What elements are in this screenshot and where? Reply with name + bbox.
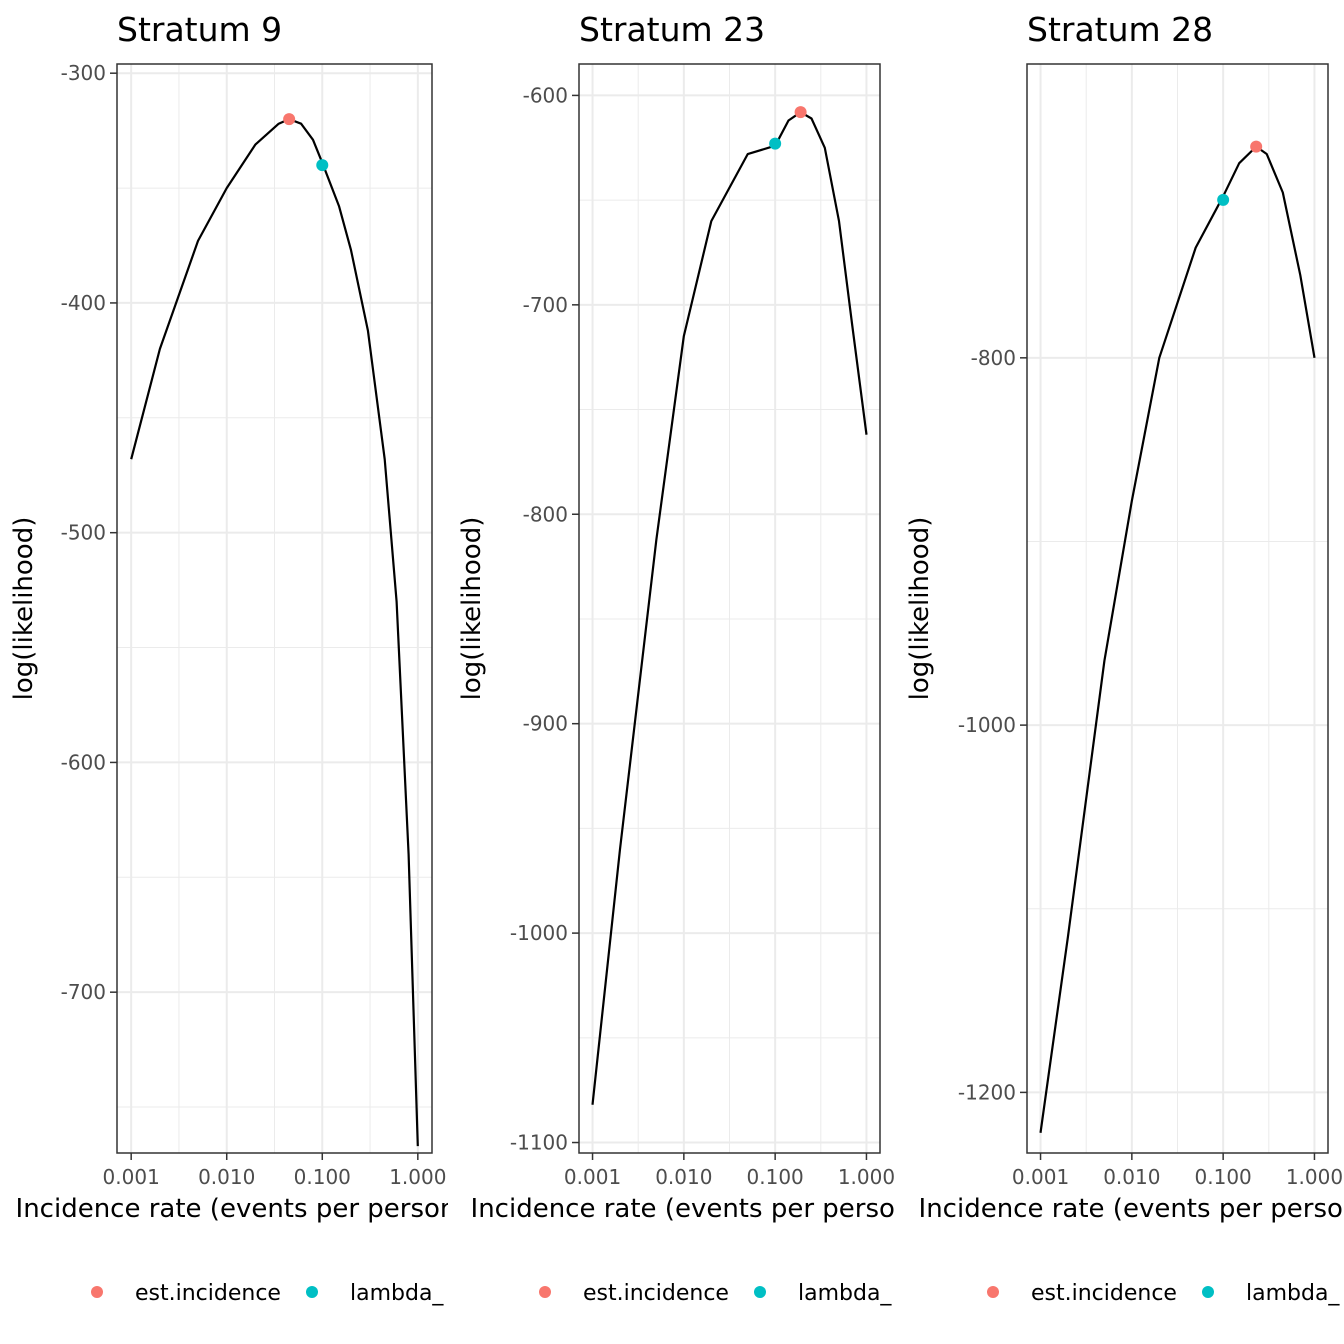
x-tick-label: 1.000: [389, 1165, 446, 1189]
plot-border: [578, 63, 881, 1154]
legend-label: est.incidence: [583, 1281, 729, 1306]
x-tick-label: 0.001: [564, 1165, 621, 1189]
point-est-incidence: [1250, 140, 1263, 153]
legend: est.incidence lambda_: [987, 1281, 1340, 1306]
panel-title: Stratum 9: [117, 10, 282, 49]
y-tick-label: -700: [523, 293, 568, 317]
y-tick-label: -900: [523, 712, 568, 736]
likelihood-curve: [130, 118, 419, 1147]
legend-label: est.incidence: [135, 1281, 281, 1306]
gridlines: [579, 64, 880, 1153]
legend-key-lambda: [306, 1286, 318, 1298]
x-tick-label: 0.010: [655, 1165, 712, 1189]
chart-svg: 0.001 0.010 0.100 1.000 -300 -400 -500 -600 -700…: [9, 10, 448, 1306]
chart-svg: 0.001 0.010 0.100 1.000 -600 -700 -800 -900 -100…: [457, 10, 896, 1306]
y-tick-label: -700: [61, 980, 106, 1004]
x-tick-label: 0.100: [294, 1165, 351, 1189]
y-tick-label: -400: [61, 291, 106, 315]
legend-label: lambda_: [1246, 1281, 1340, 1306]
x-tick-label: 0.010: [1103, 1165, 1160, 1189]
x-tick-label: 1.000: [838, 1165, 895, 1189]
point-est-incidence: [283, 113, 296, 126]
x-axis-label: Incidence rate (events per person-year): [919, 1194, 1344, 1224]
chart-panel-stratum-9: 0.001 0.010 0.100 1.000 -300 -400 -500 -600 -700…: [0, 0, 448, 1344]
gridlines: [1027, 64, 1328, 1153]
y-tick-label: -600: [61, 750, 106, 774]
x-tick-label: 0.010: [198, 1165, 255, 1189]
gridlines: [117, 64, 432, 1153]
plot-border: [116, 63, 433, 1154]
point-lambda: [316, 159, 329, 172]
y-tick-label: -800: [523, 502, 568, 526]
y-tick-label: -1200: [958, 1080, 1016, 1104]
panel-title: Stratum 28: [1027, 10, 1213, 49]
point-est-incidence: [794, 106, 807, 119]
x-axis-label: Incidence rate (events per person-year): [471, 1194, 896, 1224]
legend-key-est-incidence: [91, 1286, 103, 1298]
chart-svg: 0.001 0.010 0.100 1.000 -800 -1000 -1200 Stratu…: [905, 10, 1344, 1306]
x-tick-label: 0.001: [1012, 1165, 1069, 1189]
legend-label: lambda_: [798, 1281, 892, 1306]
y-tick-label: -1000: [958, 713, 1016, 737]
point-lambda: [769, 137, 782, 150]
legend-key-lambda: [754, 1286, 766, 1298]
chart-panel-stratum-28: 0.001 0.010 0.100 1.000 -800 -1000 -1200 Stratu…: [896, 0, 1344, 1344]
legend-label: est.incidence: [1031, 1281, 1177, 1306]
x-tick-label: 0.001: [103, 1165, 160, 1189]
y-tick-label: -1100: [510, 1131, 568, 1155]
y-axis-label: log(likelihood): [9, 517, 39, 701]
likelihood-curve: [591, 111, 868, 1105]
panel-title: Stratum 23: [579, 10, 765, 49]
y-tick-label: -1000: [510, 921, 568, 945]
legend-label: lambda_: [350, 1281, 444, 1306]
legend-key-est-incidence: [987, 1286, 999, 1298]
y-tick-label: -600: [523, 83, 568, 107]
chart-panel-stratum-23: 0.001 0.010 0.100 1.000 -600 -700 -800 -900 -100…: [448, 0, 896, 1344]
x-tick-label: 0.100: [1195, 1165, 1252, 1189]
x-tick-label: 0.100: [747, 1165, 804, 1189]
y-tick-label: -800: [971, 346, 1016, 370]
y-tick-label: -300: [61, 61, 106, 85]
legend: est.incidence lambda_: [91, 1281, 444, 1306]
plot-border: [1026, 63, 1329, 1154]
x-axis-label: Incidence rate (events per person-year): [16, 1194, 448, 1224]
legend-key-lambda: [1202, 1286, 1214, 1298]
y-axis-label: log(likelihood): [457, 517, 487, 701]
legend: est.incidence lambda_: [539, 1281, 892, 1306]
x-tick-label: 1.000: [1286, 1165, 1343, 1189]
point-lambda: [1217, 193, 1230, 206]
y-axis-label: log(likelihood): [905, 517, 935, 701]
y-tick-label: -500: [61, 521, 106, 545]
legend-key-est-incidence: [539, 1286, 551, 1298]
